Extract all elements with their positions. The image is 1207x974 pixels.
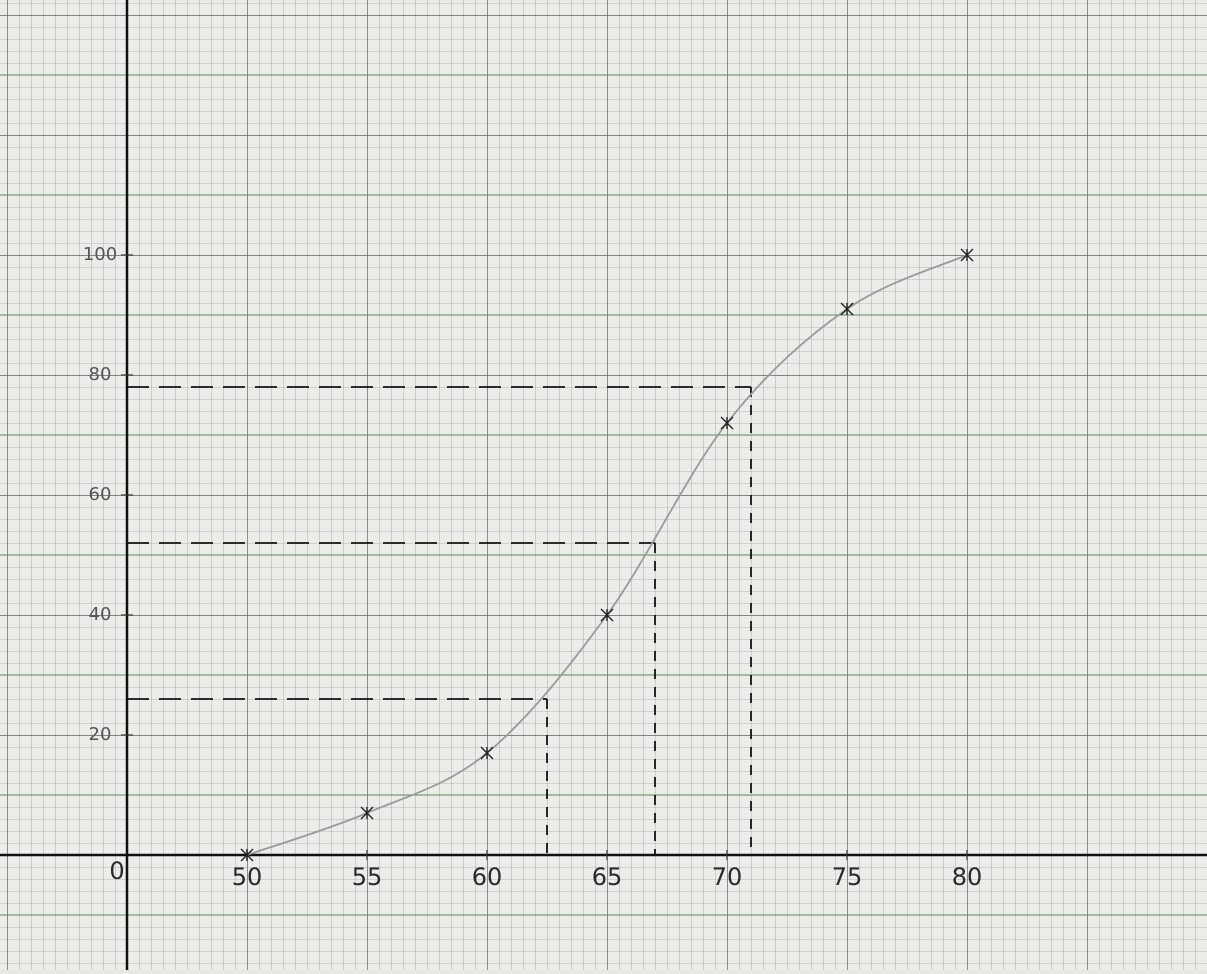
y-tick-label: 40 — [89, 604, 112, 625]
y-tick-label: 100 — [83, 244, 117, 265]
origin-label: 0 — [109, 857, 124, 885]
graph-paper-major — [0, 0, 1207, 970]
y-tick-label: 60 — [89, 484, 112, 505]
x-tick-label: 50 — [232, 863, 263, 891]
chart: 0 20 40 60 80 100 50 55 60 65 70 75 80 — [0, 0, 1207, 970]
x-tick-label: 60 — [472, 863, 503, 891]
page: {"chart_data": {"type": "line", "origin_… — [0, 0, 1207, 970]
x-tick-label: 70 — [712, 863, 743, 891]
y-tick-label: 20 — [89, 724, 112, 745]
x-tick-label: 65 — [592, 863, 623, 891]
y-tick-label: 80 — [89, 364, 112, 385]
x-tick-label: 55 — [352, 863, 383, 891]
x-tick-label: 80 — [952, 863, 983, 891]
x-tick-label: 75 — [832, 863, 863, 891]
